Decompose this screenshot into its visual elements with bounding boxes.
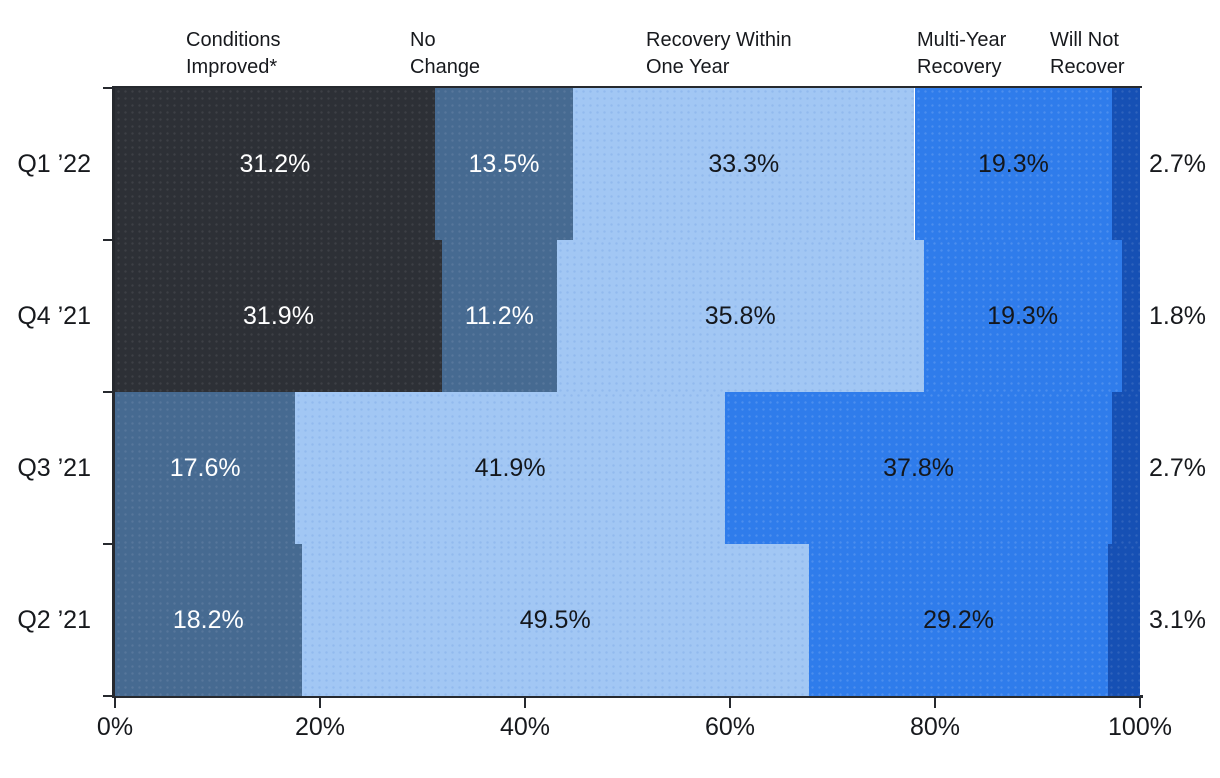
segment-value-label: 19.3% <box>987 301 1059 330</box>
bar-row: 18.2% 49.5% 29.2% <box>115 544 1140 696</box>
x-axis-tick <box>934 698 936 708</box>
y-axis-tick <box>103 239 113 241</box>
bar-segment <box>1121 240 1140 392</box>
series-header-line: Improved* <box>186 56 278 78</box>
bar-segment <box>1112 392 1140 544</box>
series-header-line: Recovery Within <box>646 29 792 51</box>
x-axis-tick <box>1139 698 1141 708</box>
bar-segment: 29.2% <box>808 544 1109 696</box>
segment-value-label: 37.8% <box>883 453 955 482</box>
segment-value-label: 13.5% <box>468 149 540 178</box>
axis-top-spine <box>112 86 1142 88</box>
bar-segment: 11.2% <box>441 240 557 392</box>
outside-value-label: 2.7% <box>1149 453 1206 482</box>
segment-value-label: 11.2% <box>464 301 534 330</box>
segment-value-label: 17.6% <box>169 453 241 482</box>
series-header-no-change: No Change <box>410 27 480 81</box>
category-label: Q4 ’21 <box>17 301 91 330</box>
outside-value-label: 3.1% <box>1149 605 1206 634</box>
segment-value-label: 19.3% <box>977 149 1049 178</box>
segment-value-label: 49.5% <box>519 605 591 634</box>
series-header-line: One Year <box>646 56 730 78</box>
segment-value-label: 31.2% <box>239 149 311 178</box>
segment-value-label: 29.2% <box>923 605 995 634</box>
series-header-line: Recover <box>1050 56 1125 78</box>
bar-segment: 13.5% <box>434 88 574 240</box>
series-header-multi-year-recovery: Multi-Year Recovery <box>917 27 1006 81</box>
x-axis-tick-label: 20% <box>294 713 346 741</box>
series-header-conditions-improved: Conditions Improved* <box>186 27 281 81</box>
y-axis-tick <box>103 695 113 697</box>
series-header-line: Change <box>410 56 481 78</box>
bar-segment: 41.9% <box>295 392 725 544</box>
bar-segment: 19.3% <box>914 88 1113 240</box>
bar-segment: 49.5% <box>301 544 809 696</box>
series-header-will-not-recover: Will Not Recover <box>1050 27 1124 81</box>
bar-segment: 31.2% <box>115 88 435 240</box>
category-label: Q1 ’22 <box>17 149 91 178</box>
segment-value-label: 18.2% <box>172 605 244 634</box>
bar-segment: 35.8% <box>556 240 924 392</box>
outside-value-label: 1.8% <box>1149 301 1206 330</box>
bar-segment: 17.6% <box>115 392 296 544</box>
bar-segment: 37.8% <box>724 392 1113 544</box>
series-header-line: Multi-Year <box>917 29 1007 51</box>
y-axis-tick <box>103 543 113 545</box>
x-axis-tick-label: 100% <box>1108 713 1172 741</box>
series-header-recovery-within-one-year: Recovery Within One Year <box>646 27 792 81</box>
bar-segment <box>1108 544 1140 696</box>
segment-value-label: 35.8% <box>704 301 776 330</box>
plot-area: 31.2% 13.5% 33.3% 19.3% 31.9% 11.2% 35.8% 19.3%… <box>115 88 1140 696</box>
series-header-line: Conditions <box>186 29 281 51</box>
x-axis-line <box>112 695 1143 698</box>
category-label: Q2 ’21 <box>17 605 91 634</box>
bar-segment: 18.2% <box>115 544 302 696</box>
series-header-line: Recovery <box>917 56 1002 78</box>
segment-value-label: 31.9% <box>243 301 314 330</box>
y-axis-tick <box>103 87 113 89</box>
x-axis-tick <box>524 698 526 708</box>
x-axis-tick <box>319 698 321 708</box>
category-label: Q3 ’21 <box>17 453 91 482</box>
bar-segment: 19.3% <box>923 240 1122 392</box>
segment-value-label: 33.3% <box>708 149 780 178</box>
y-axis-tick <box>103 391 113 393</box>
bar-segment: 31.9% <box>115 240 442 392</box>
x-axis-tick <box>729 698 731 708</box>
x-axis-tick-label: 0% <box>96 713 134 741</box>
x-axis-tick-label: 60% <box>704 713 756 741</box>
x-axis-tick-label: 40% <box>499 713 551 741</box>
segment-value-label: 41.9% <box>474 453 546 482</box>
outside-value-label: 2.7% <box>1149 149 1206 178</box>
y-axis-line <box>112 86 115 698</box>
bar-row: 17.6% 41.9% 37.8% <box>115 392 1140 544</box>
bar-row: 31.9% 11.2% 35.8% 19.3% <box>115 240 1140 392</box>
bar-row: 31.2% 13.5% 33.3% 19.3% <box>115 88 1140 240</box>
series-header-line: Will Not <box>1050 29 1119 51</box>
x-axis-tick <box>114 698 116 708</box>
series-header-line: No <box>410 29 436 51</box>
x-axis-tick-label: 80% <box>909 713 961 741</box>
bar-segment: 33.3% <box>573 88 915 240</box>
bar-segment <box>1112 88 1140 240</box>
